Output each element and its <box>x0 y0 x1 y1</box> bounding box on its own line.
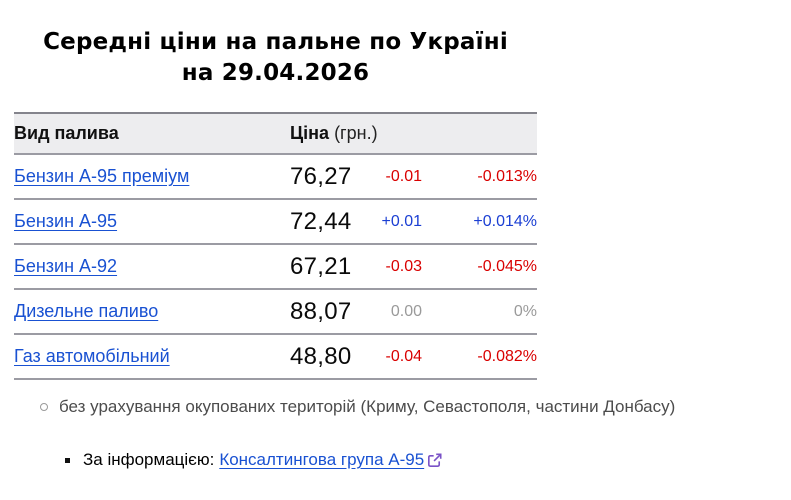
fuel-link-a95-premium[interactable]: Бензин А-95 преміум <box>14 166 190 186</box>
table-row: Бензин А-95 72,44 +0.01 +0.014% <box>14 199 538 245</box>
page-title: Середні ціни на пальне по Україні на 29.… <box>14 27 537 89</box>
external-link-icon <box>428 452 442 467</box>
table-row: Газ автомобільний 48,80 -0.04 -0.082% <box>14 334 538 380</box>
column-header-price: Ціна (грн.) <box>290 112 538 155</box>
source-label: За інформацією: <box>83 450 215 469</box>
fuel-link-a92[interactable]: Бензин А-92 <box>14 256 118 276</box>
column-header-fuel: Вид палива <box>14 112 290 155</box>
price-change: -0.01 <box>348 154 422 200</box>
source-link[interactable]: Консалтингова група А-95 <box>219 450 425 469</box>
source-note: За інформацією: Консалтингова група А-95 <box>65 450 791 470</box>
table-header-row: Вид палива Ціна (грн.) <box>14 112 538 155</box>
price-change-percent: -0.082% <box>422 334 538 380</box>
price-value: 72,44 <box>290 199 351 245</box>
column-header-price-unit: (грн.) <box>334 123 378 143</box>
page-title-line1: Середні ціни на пальне по Україні <box>43 29 508 55</box>
price-change-percent: -0.013% <box>422 154 538 200</box>
page-title-line2: на 29.04.2026 <box>181 60 370 86</box>
disclaimer-text: без урахування окупованих територій (Кри… <box>59 397 676 416</box>
price-change: -0.04 <box>348 334 422 380</box>
disclaimer-note: без урахування окупованих територій (Кри… <box>40 397 791 417</box>
price-change-percent: -0.045% <box>422 244 538 290</box>
table-row: Бензин А-95 преміум 76,27 -0.01 -0.013% <box>14 154 538 200</box>
table-row: Бензин А-92 67,21 -0.03 -0.045% <box>14 244 538 290</box>
fuel-prices-page: Середні ціни на пальне по Україні на 29.… <box>0 27 791 500</box>
price-change: 0.00 <box>348 289 422 335</box>
price-change: -0.03 <box>348 244 422 290</box>
fuel-price-table: Вид палива Ціна (грн.) Бензин А-95 премі… <box>14 112 538 380</box>
fuel-link-gas[interactable]: Газ автомобільний <box>14 346 170 366</box>
price-value: 88,07 <box>290 289 351 335</box>
fuel-link-diesel[interactable]: Дизельне паливо <box>14 301 159 321</box>
price-change: +0.01 <box>348 199 422 245</box>
column-header-price-word: Ціна <box>290 123 330 143</box>
price-change-percent: +0.014% <box>422 199 538 245</box>
circle-bullet-icon <box>40 403 48 411</box>
price-value: 48,80 <box>290 334 351 380</box>
price-value: 67,21 <box>290 244 351 290</box>
fuel-link-a95[interactable]: Бензин А-95 <box>14 211 118 231</box>
square-bullet-icon <box>65 457 70 463</box>
price-value: 76,27 <box>290 154 351 200</box>
price-change-percent: 0% <box>422 289 538 335</box>
table-row: Дизельне паливо 88,07 0.00 0% <box>14 289 538 335</box>
